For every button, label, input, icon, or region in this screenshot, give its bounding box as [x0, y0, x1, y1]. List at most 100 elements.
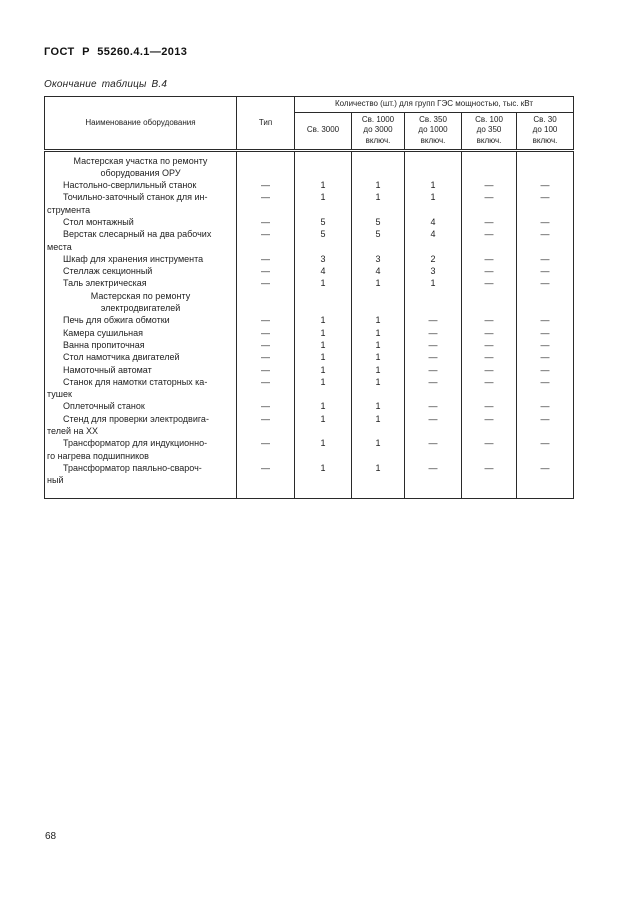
- section-header-row: Мастерская по ремонту электродвигателей: [44, 289, 575, 315]
- equipment-name-line: Печь для обжига обмотки: [63, 315, 170, 326]
- equipment-name-cell: Камера сушильная: [44, 326, 237, 339]
- equipment-name-line: Стол монтажный: [63, 216, 134, 227]
- equipment-name-line: Стенд для проверки электродвига-: [63, 413, 209, 424]
- equipment-name-line: Трансформатор паяльно-свароч-: [63, 462, 202, 473]
- quantity-cell: —: [515, 191, 575, 216]
- equipment-name-line: Трансформатор для индукционно-: [63, 438, 208, 449]
- quantity-cell: 1: [351, 437, 405, 462]
- quantity-cell: 1: [294, 412, 352, 438]
- quantity-cell: —: [515, 412, 575, 438]
- quantity-cell: —: [515, 363, 575, 376]
- quantity-cell: [404, 289, 462, 315]
- table-row: Шкаф для хранения инструмента —3 3 2— —: [44, 252, 575, 266]
- quantity-cell: —: [461, 252, 517, 266]
- table-caption: Окончание таблицы В.4: [44, 79, 168, 90]
- quantity-cell: —: [515, 179, 575, 192]
- quantity-cell: 1: [351, 191, 405, 216]
- column-header-1000-3000: Св. 1000 до 3000 включ.: [351, 111, 405, 151]
- table-row: Стол намотчика двигателей —1 1— — —: [44, 351, 575, 364]
- quantity-cell: [404, 150, 462, 180]
- quantity-cell: —: [236, 252, 295, 266]
- section-header-row: Мастерская участка по ремонту оборудовани…: [44, 150, 575, 180]
- table-row: Стеллаж секционный —4 4 3— —: [44, 265, 575, 278]
- quantity-cell: —: [236, 179, 295, 192]
- quantity-cell: [236, 289, 295, 315]
- quantity-cell: 5: [294, 228, 352, 253]
- table-body: Мастерская участка по ремонту оборудовани…: [44, 150, 575, 499]
- quantity-cell: 1: [351, 400, 405, 413]
- quantity-cell: —: [236, 412, 295, 438]
- equipment-name-line: Станок для намотки статорных ка-: [63, 376, 208, 387]
- table-header: Наименование оборудования Тип Количество…: [44, 96, 575, 151]
- quantity-cell: 1: [351, 375, 405, 401]
- equipment-name-cell: Настольно-сверлильный станок: [44, 179, 237, 192]
- equipment-name-line: Стеллаж секционный: [63, 266, 153, 277]
- table-row: Стенд для проверки электродвига-телей на…: [44, 412, 575, 438]
- equipment-name-cell: Трансформатор для индукционно-го нагрева…: [44, 437, 237, 462]
- quantity-cell: 1: [351, 363, 405, 376]
- quantity-cell: —: [236, 363, 295, 376]
- quantity-cell: 1: [294, 314, 352, 327]
- table-row: Точильно-заточный станок для ин-струмент…: [44, 191, 575, 216]
- quantity-cell: —: [404, 437, 462, 462]
- equipment-name-cell: Стол намотчика двигателей: [44, 351, 237, 364]
- column-group-header-quantity: Количество (шт.) для групп ГЭС мощностью…: [293, 96, 575, 113]
- quantity-cell: —: [236, 375, 295, 401]
- quantity-cell: 4: [351, 265, 405, 278]
- equipment-name-cell: Мастерская по ремонту электродвигателей: [44, 289, 237, 315]
- quantity-cell: —: [236, 338, 295, 352]
- quantity-cell: —: [515, 375, 575, 401]
- quantity-cell: —: [404, 326, 462, 339]
- quantity-cell: —: [461, 179, 517, 192]
- table-row: Ванна пропиточная —1 1— — —: [44, 338, 575, 352]
- table-row: Верстак слесарный на два рабочих места —5 5…: [44, 228, 575, 253]
- equipment-name-cell: Станок для намотки статорных ка-тушек: [44, 375, 237, 401]
- equipment-name-cell: Точильно-заточный станок для ин-струмент…: [44, 191, 237, 216]
- quantity-cell: 1: [351, 277, 405, 290]
- quantity-cell: —: [515, 338, 575, 352]
- quantity-cell: 1: [351, 338, 405, 352]
- equipment-name-cell: Оплеточный станок: [44, 400, 237, 413]
- quantity-cell: [236, 150, 295, 180]
- equipment-name-line: Верстак слесарный на два рабочих: [63, 229, 212, 240]
- quantity-cell: 1: [294, 326, 352, 339]
- equipment-name-line: Ванна пропиточная: [63, 339, 145, 350]
- quantity-cell: 1: [404, 191, 462, 216]
- equipment-name-line: телей на ХХ: [47, 426, 98, 437]
- quantity-cell: 1: [294, 363, 352, 376]
- quantity-cell: 1: [294, 400, 352, 413]
- table-row: Намоточный автомат —1 1— — —: [44, 363, 575, 376]
- equipment-name-cell: Ванна пропиточная: [44, 338, 237, 352]
- quantity-cell: —: [236, 228, 295, 253]
- quantity-cell: —: [515, 461, 575, 499]
- quantity-cell: 5: [351, 228, 405, 253]
- quantity-cell: —: [404, 400, 462, 413]
- quantity-cell: —: [515, 277, 575, 290]
- quantity-cell: 3: [351, 252, 405, 266]
- quantity-cell: 1: [351, 179, 405, 192]
- equipment-table: Наименование оборудования Тип Количество…: [44, 96, 575, 499]
- quantity-cell: 5: [351, 215, 405, 229]
- quantity-cell: 1: [351, 412, 405, 438]
- equipment-name-line: электродвигателей: [100, 303, 181, 314]
- quantity-cell: —: [515, 314, 575, 327]
- equipment-table-wrap: Наименование оборудования Тип Количество…: [44, 96, 575, 499]
- equipment-name-line: Оплеточный станок: [63, 401, 145, 412]
- quantity-cell: —: [236, 265, 295, 278]
- quantity-cell: —: [404, 338, 462, 352]
- column-header-equipment-name: Наименование оборудования: [44, 96, 237, 151]
- quantity-cell: —: [515, 400, 575, 413]
- equipment-name-line: Таль электрическая: [63, 278, 147, 289]
- quantity-cell: 1: [294, 179, 352, 192]
- page-number: 68: [45, 831, 57, 842]
- quantity-cell: —: [236, 437, 295, 462]
- quantity-cell: —: [461, 437, 517, 462]
- quantity-cell: 4: [404, 228, 462, 253]
- equipment-name-line: ный: [47, 475, 64, 486]
- equipment-name-line: Стол намотчика двигателей: [63, 352, 180, 363]
- quantity-cell: [294, 150, 352, 180]
- quantity-cell: 1: [294, 191, 352, 216]
- quantity-cell: [461, 289, 517, 315]
- quantity-cell: —: [515, 326, 575, 339]
- quantity-cell: —: [461, 461, 517, 499]
